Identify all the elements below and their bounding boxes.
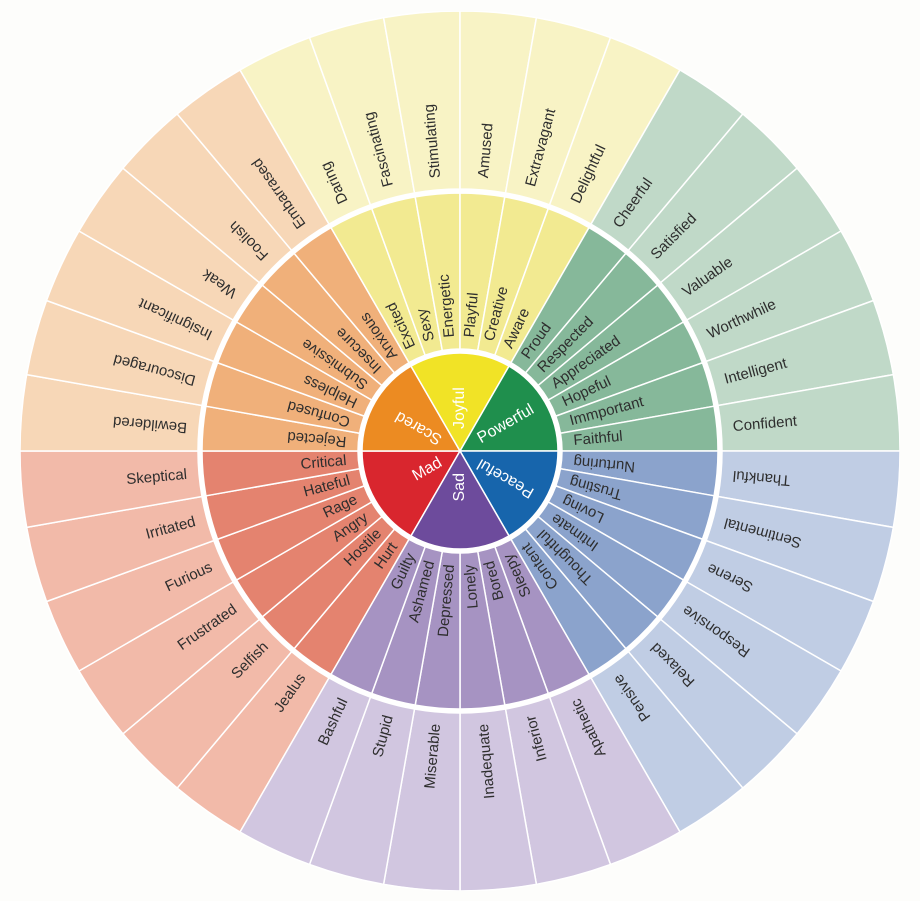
core-label: Joyful [451, 387, 468, 429]
core-label: Sad [451, 473, 468, 501]
emotion-wheel: MadHurtJealusHostileSelfishAngryFrustrat… [20, 11, 900, 891]
